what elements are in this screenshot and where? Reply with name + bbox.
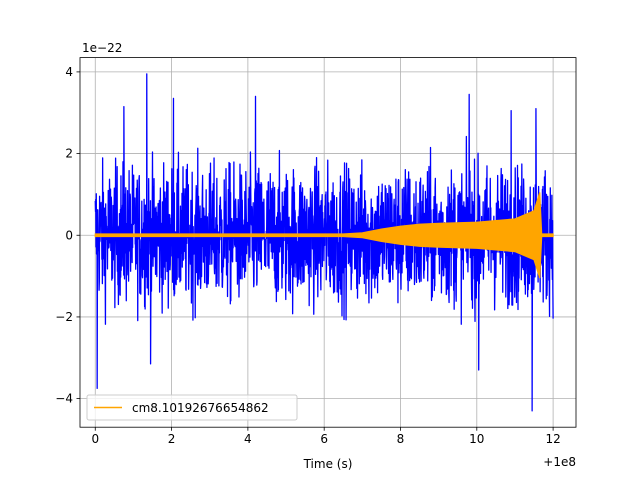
plot-data bbox=[94, 73, 554, 412]
noise-series-line bbox=[94, 73, 554, 412]
legend-label: cm8.10192676654862 bbox=[132, 401, 269, 415]
legend-box bbox=[86, 394, 298, 421]
y-tick-label: 0 bbox=[65, 228, 73, 242]
x-offset-label: +1e8 bbox=[543, 455, 576, 469]
x-axis-label: Time (s) bbox=[303, 457, 353, 471]
x-axis-ticks: 0 2 4 6 8 10 12 bbox=[91, 427, 561, 446]
x-tick-label: 12 bbox=[545, 432, 560, 446]
y-tick-label: −2 bbox=[55, 310, 73, 324]
x-tick-label: 6 bbox=[320, 432, 328, 446]
y-tick-label: 2 bbox=[65, 147, 73, 161]
y-axis-ticks: −4 −2 0 2 4 bbox=[55, 65, 80, 406]
x-tick-label: 10 bbox=[469, 432, 484, 446]
x-tick-label: 2 bbox=[168, 432, 176, 446]
x-tick-label: 0 bbox=[91, 432, 99, 446]
y-tick-label: −4 bbox=[55, 392, 73, 406]
y-scale-label: 1e−22 bbox=[82, 41, 122, 55]
x-tick-label: 8 bbox=[397, 432, 405, 446]
legend: cm8.10192676654862 bbox=[86, 394, 298, 421]
x-tick-label: 4 bbox=[244, 432, 252, 446]
plot-frame bbox=[79, 57, 577, 428]
y-tick-label: 4 bbox=[65, 65, 73, 79]
